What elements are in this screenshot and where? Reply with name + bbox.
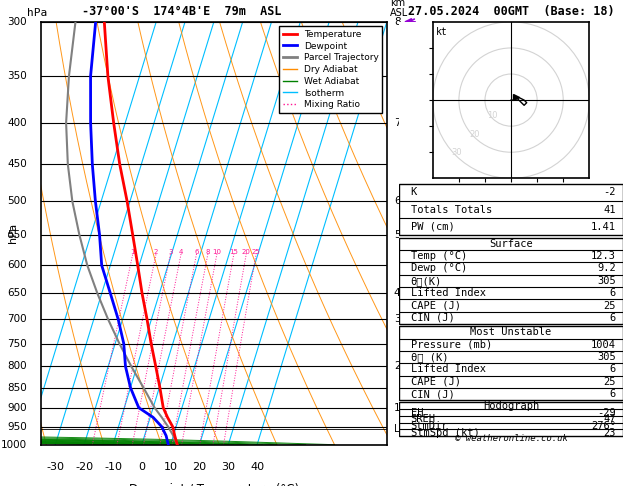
Text: K: K bbox=[411, 188, 417, 197]
Bar bbox=[399, 184, 623, 235]
Text: 650: 650 bbox=[8, 288, 27, 298]
Text: Pressure (mb): Pressure (mb) bbox=[411, 340, 492, 350]
Text: hPa: hPa bbox=[8, 223, 18, 243]
Text: 9.2: 9.2 bbox=[598, 263, 616, 274]
Bar bbox=[399, 238, 623, 324]
Text: 500: 500 bbox=[8, 196, 27, 206]
Text: 25: 25 bbox=[252, 249, 260, 255]
Text: Lifted Index: Lifted Index bbox=[411, 288, 486, 298]
Text: 25: 25 bbox=[603, 377, 616, 387]
Text: 305: 305 bbox=[598, 276, 616, 286]
Text: 10: 10 bbox=[164, 462, 177, 471]
Text: 10: 10 bbox=[212, 249, 221, 255]
Text: 2: 2 bbox=[153, 249, 158, 255]
Text: 5: 5 bbox=[394, 230, 401, 240]
Text: 20: 20 bbox=[192, 462, 206, 471]
Text: 1000: 1000 bbox=[1, 440, 27, 450]
Text: 4: 4 bbox=[179, 249, 183, 255]
Text: CIN (J): CIN (J) bbox=[411, 389, 454, 399]
Text: 12.3: 12.3 bbox=[591, 251, 616, 261]
Text: 600: 600 bbox=[8, 260, 27, 270]
Text: 350: 350 bbox=[8, 71, 27, 81]
Text: 300: 300 bbox=[8, 17, 27, 27]
Text: Dewpoint / Temperature (°C): Dewpoint / Temperature (°C) bbox=[129, 483, 299, 486]
Text: 900: 900 bbox=[8, 403, 27, 413]
Text: 2: 2 bbox=[394, 361, 401, 371]
Text: PW (cm): PW (cm) bbox=[411, 222, 454, 232]
Text: 8: 8 bbox=[394, 17, 401, 27]
Text: CAPE (J): CAPE (J) bbox=[411, 301, 460, 311]
Bar bbox=[399, 326, 623, 400]
Text: © weatheronline.co.uk: © weatheronline.co.uk bbox=[455, 434, 567, 443]
Text: 305: 305 bbox=[598, 352, 616, 362]
Text: -30: -30 bbox=[47, 462, 64, 471]
Text: 6: 6 bbox=[610, 389, 616, 399]
Text: 3: 3 bbox=[168, 249, 172, 255]
Bar bbox=[399, 402, 623, 436]
Text: hPa: hPa bbox=[27, 8, 47, 17]
Text: 20: 20 bbox=[242, 249, 250, 255]
Text: 1.41: 1.41 bbox=[591, 222, 616, 232]
Text: 6: 6 bbox=[194, 249, 199, 255]
Text: km
ASL: km ASL bbox=[390, 0, 409, 17]
Text: 30: 30 bbox=[221, 462, 235, 471]
Text: 950: 950 bbox=[8, 422, 27, 432]
Text: 0: 0 bbox=[138, 462, 145, 471]
Text: 8: 8 bbox=[206, 249, 210, 255]
Text: 41: 41 bbox=[603, 205, 616, 215]
Text: 1004: 1004 bbox=[591, 340, 616, 350]
Text: -37°00'S  174°4B'E  79m  ASL: -37°00'S 174°4B'E 79m ASL bbox=[82, 5, 282, 17]
Text: 3: 3 bbox=[394, 314, 401, 325]
Text: Temp (°C): Temp (°C) bbox=[411, 251, 467, 261]
Text: 276°: 276° bbox=[591, 421, 616, 431]
Text: Hodograph: Hodograph bbox=[483, 401, 539, 411]
Text: Mixing Ratio (g/kg): Mixing Ratio (g/kg) bbox=[441, 187, 450, 279]
Text: 4: 4 bbox=[394, 288, 401, 298]
Text: StmDir: StmDir bbox=[411, 421, 448, 431]
Text: EH: EH bbox=[411, 408, 423, 417]
Text: 800: 800 bbox=[8, 361, 27, 371]
Text: StmSpd (kt): StmSpd (kt) bbox=[411, 428, 479, 438]
Text: 25: 25 bbox=[603, 301, 616, 311]
Text: 47: 47 bbox=[603, 415, 616, 424]
Legend: Temperature, Dewpoint, Parcel Trajectory, Dry Adiabat, Wet Adiabat, Isotherm, Mi: Temperature, Dewpoint, Parcel Trajectory… bbox=[279, 26, 382, 113]
Text: 550: 550 bbox=[8, 230, 27, 240]
Text: 1: 1 bbox=[394, 403, 401, 413]
Text: -20: -20 bbox=[75, 462, 93, 471]
Text: SREH: SREH bbox=[411, 415, 435, 424]
Text: 750: 750 bbox=[8, 339, 27, 348]
Text: 6: 6 bbox=[394, 196, 401, 206]
Text: 400: 400 bbox=[8, 118, 27, 128]
Text: Dewp (°C): Dewp (°C) bbox=[411, 263, 467, 274]
Text: 6: 6 bbox=[610, 364, 616, 375]
Text: 7: 7 bbox=[394, 118, 401, 128]
Text: 450: 450 bbox=[8, 159, 27, 169]
Text: 6: 6 bbox=[610, 313, 616, 323]
Text: θᴇ (K): θᴇ (K) bbox=[411, 352, 448, 362]
Text: θᴇ(K): θᴇ(K) bbox=[411, 276, 442, 286]
Text: 6: 6 bbox=[610, 288, 616, 298]
Text: LCL: LCL bbox=[394, 423, 411, 434]
Text: 850: 850 bbox=[8, 382, 27, 393]
Text: 40: 40 bbox=[250, 462, 264, 471]
Text: Most Unstable: Most Unstable bbox=[470, 328, 552, 337]
Text: Totals Totals: Totals Totals bbox=[411, 205, 492, 215]
Text: 23: 23 bbox=[603, 428, 616, 438]
Text: 1: 1 bbox=[130, 249, 135, 255]
Text: CIN (J): CIN (J) bbox=[411, 313, 454, 323]
Text: -10: -10 bbox=[104, 462, 122, 471]
Text: CAPE (J): CAPE (J) bbox=[411, 377, 460, 387]
Text: Lifted Index: Lifted Index bbox=[411, 364, 486, 375]
Text: -2: -2 bbox=[603, 188, 616, 197]
Text: -29: -29 bbox=[598, 408, 616, 417]
Text: 700: 700 bbox=[8, 314, 27, 325]
Text: 15: 15 bbox=[230, 249, 238, 255]
Text: Surface: Surface bbox=[489, 239, 533, 249]
Text: 27.05.2024  00GMT  (Base: 18): 27.05.2024 00GMT (Base: 18) bbox=[408, 5, 615, 17]
